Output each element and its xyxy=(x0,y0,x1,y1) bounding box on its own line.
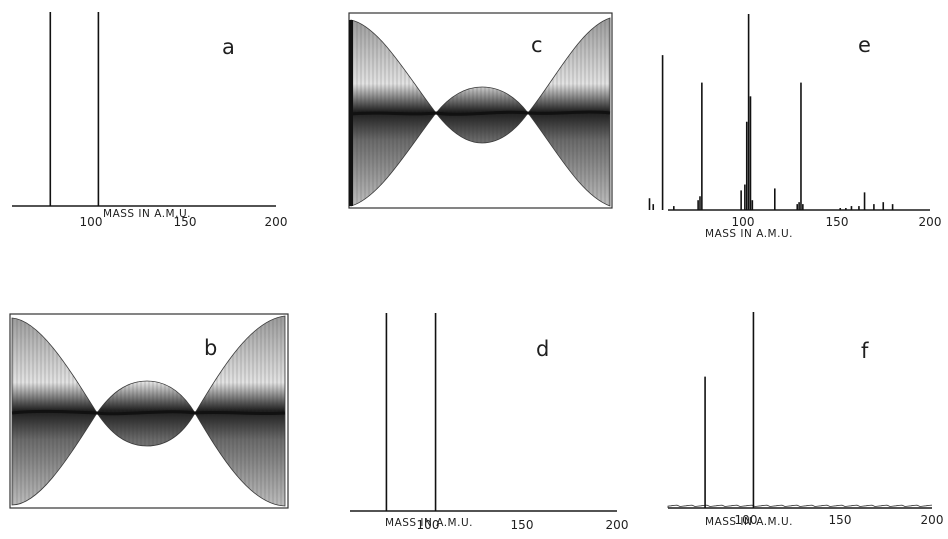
panel-label-a: a xyxy=(222,35,235,59)
plot-area-e: 100 150 200 MASS IN A.M.U. xyxy=(648,14,942,240)
panel-e: 100 150 200 MASS IN A.M.U. e xyxy=(648,14,942,240)
panel-f: 100 150 200 MASS IN A.M.U. f xyxy=(667,312,944,528)
baseline-noise-f xyxy=(667,504,933,508)
tick-label-a-200: 200 xyxy=(265,215,288,229)
tick-label-d-100: 100 xyxy=(417,518,440,532)
panel-a: 100 150 200 MASS IN A.M.U. a xyxy=(12,12,287,229)
tick-label-f-200: 200 xyxy=(921,513,944,527)
plot-area-a: 100 150 200 MASS IN A.M.U. xyxy=(12,12,287,229)
panel-label-f: f xyxy=(861,339,869,363)
panel-label-b: b xyxy=(204,336,217,360)
panel-label-c: c xyxy=(531,33,543,57)
x-axis-label-f: MASS IN A.M.U. xyxy=(705,516,793,528)
panel-c: c xyxy=(348,12,613,209)
x-axis-label-a: MASS IN A.M.U. xyxy=(103,208,191,220)
plot-area-f: 100 150 200 MASS IN A.M.U. xyxy=(667,312,944,528)
tick-label-f-150: 150 xyxy=(829,513,852,527)
tick-label-d-150: 150 xyxy=(511,518,534,532)
plot-area-d: 100 150 200 MASS IN A.M.U. xyxy=(350,313,628,532)
x-axis-label-e: MASS IN A.M.U. xyxy=(705,228,793,240)
panel-b: b xyxy=(9,313,289,509)
panel-d: 100 150 200 MASS IN A.M.U. d xyxy=(350,313,628,532)
tick-label-f-100: 100 xyxy=(735,513,758,527)
tick-label-e-200: 200 xyxy=(919,215,942,229)
tick-label-e-150: 150 xyxy=(826,215,849,229)
panel-label-d: d xyxy=(536,337,549,361)
tick-label-a-150: 150 xyxy=(174,215,197,229)
x-axis-label-d: MASS IN A.M.U. xyxy=(385,517,473,529)
panel-label-e: e xyxy=(858,33,871,57)
tick-label-e-100: 100 xyxy=(732,215,755,229)
tick-label-a-100: 100 xyxy=(80,215,103,229)
tick-label-d-200: 200 xyxy=(606,518,629,532)
